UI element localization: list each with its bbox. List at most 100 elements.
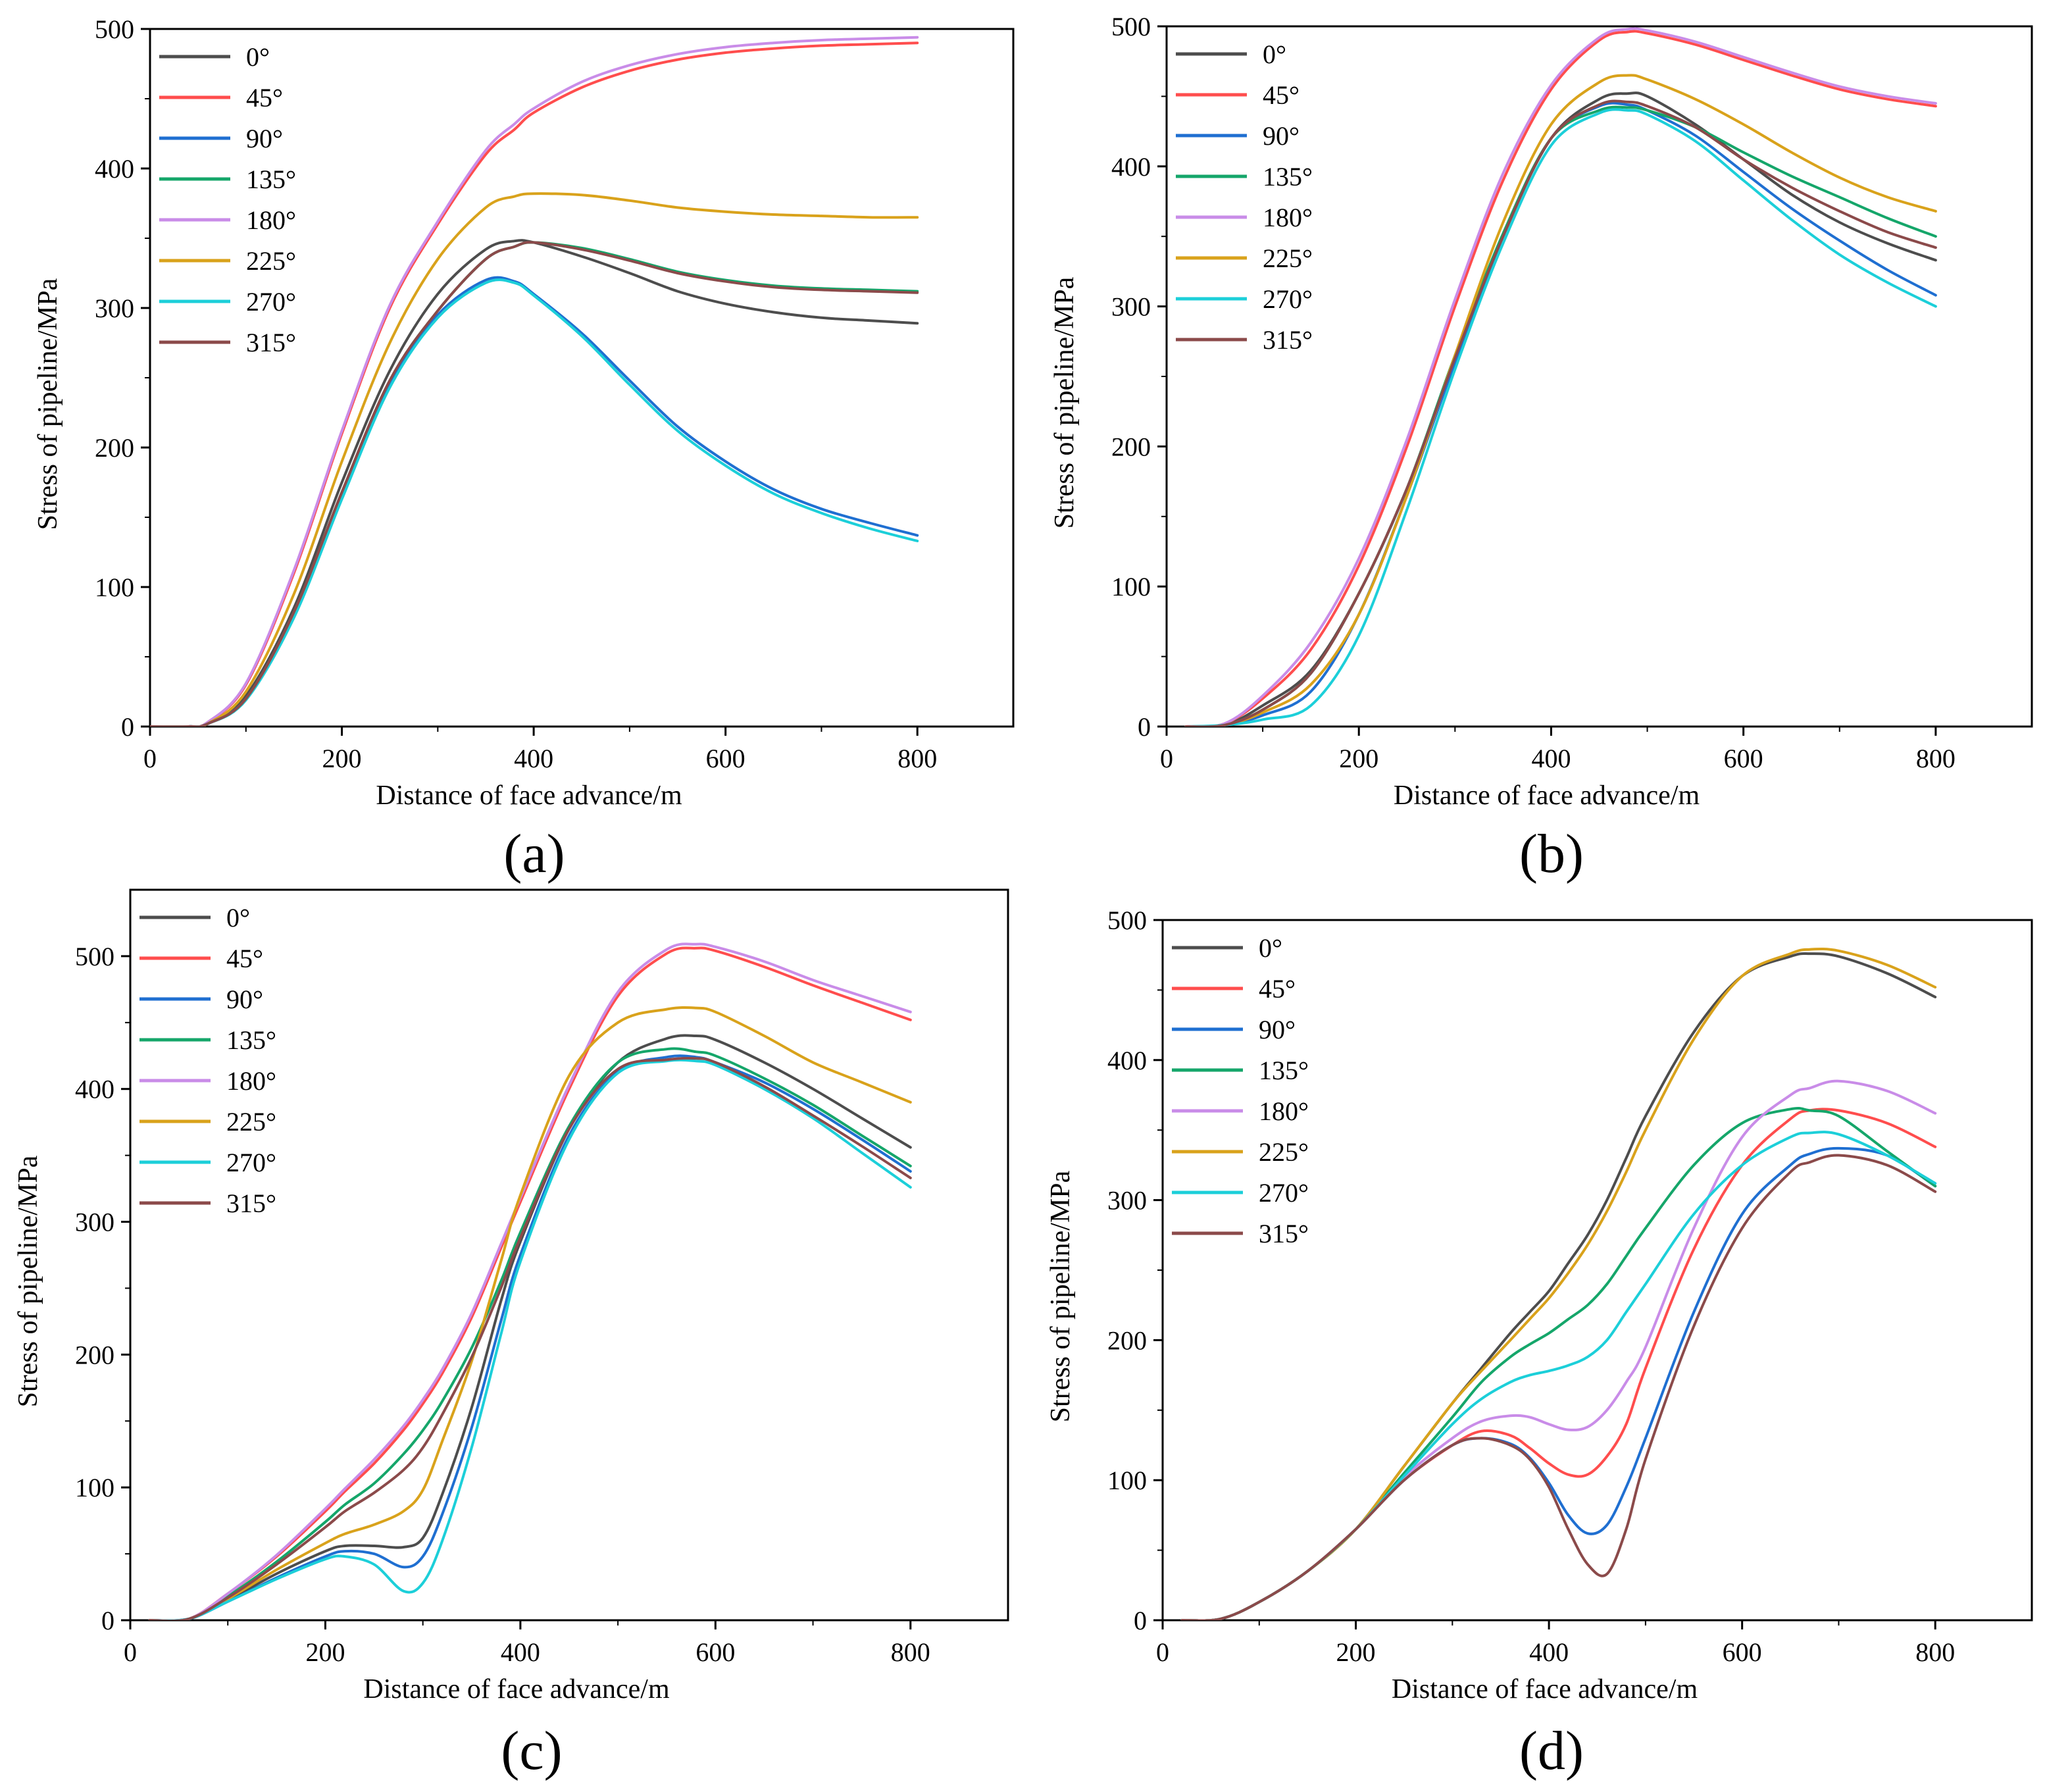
series-line-3 xyxy=(148,1047,912,1620)
y-tick-label: 300 xyxy=(75,1208,114,1237)
x-axis-title: Distance of face advance/m xyxy=(363,1674,670,1704)
y-axis-title: Stress of pipeline/MPa xyxy=(33,278,63,530)
legend-entry: 135° xyxy=(226,1025,276,1055)
legend-entry: 135° xyxy=(1263,162,1313,192)
y-tick-label: 200 xyxy=(1111,432,1151,461)
y-tick-label: 500 xyxy=(75,942,114,971)
x-tick-label: 0 xyxy=(1156,1637,1169,1667)
legend-entry: 45° xyxy=(226,944,263,973)
y-axis-title: Stress of pipeline/MPa xyxy=(1049,276,1080,528)
legend-entry: 90° xyxy=(1263,121,1300,151)
legend: 0° 45° 90° 135° 180° 225° 270° 315° xyxy=(139,903,276,1218)
legend-entry: 180° xyxy=(226,1066,276,1096)
y-tick-label: 500 xyxy=(1107,906,1147,935)
panel-label: (b) xyxy=(1519,823,1584,884)
legend-entry: 315° xyxy=(226,1189,276,1218)
series-line-7 xyxy=(148,1056,912,1620)
series-line-7 xyxy=(150,241,919,727)
x-tick-label: 400 xyxy=(1531,744,1571,773)
series-line-1 xyxy=(148,946,912,1620)
x-tick-label: 800 xyxy=(1915,1637,1955,1667)
x-tick-label: 800 xyxy=(897,744,937,773)
y-tick-label: 300 xyxy=(1107,1186,1147,1216)
x-axis-title: Distance of face advance/m xyxy=(376,781,682,811)
legend-entry: 270° xyxy=(1263,284,1313,314)
x-tick-label: 400 xyxy=(514,744,553,773)
y-tick-label: 500 xyxy=(1111,12,1151,41)
x-tick-label: 800 xyxy=(891,1637,930,1667)
chart-panel-3: 0 200 400 600 800 0 100 200 300 400 500 Distance of… xyxy=(13,888,1009,1781)
y-tick-label: 0 xyxy=(121,712,134,742)
legend-entry: 180° xyxy=(1263,203,1313,232)
series-line-6 xyxy=(150,278,919,727)
panel-label: (c) xyxy=(501,1720,562,1781)
y-axis-title: Stress of pipeline/MPa xyxy=(1046,1170,1076,1422)
legend-entry: 270° xyxy=(226,1148,276,1177)
x-tick-label: 600 xyxy=(1723,1637,1762,1667)
y-tick-label: 200 xyxy=(1107,1325,1147,1355)
y-tick-label: 100 xyxy=(75,1473,114,1502)
series-line-2 xyxy=(148,1054,912,1620)
legend-entry: 90° xyxy=(1259,1015,1296,1044)
x-tick-label: 600 xyxy=(695,1637,735,1667)
x-tick-label: 200 xyxy=(1339,744,1378,773)
x-tick-label: 200 xyxy=(305,1637,345,1667)
x-tick-label: 0 xyxy=(143,744,157,773)
legend-entry: 225° xyxy=(1263,243,1313,273)
legend-entry: 270° xyxy=(1259,1178,1309,1208)
series-lines xyxy=(148,942,912,1620)
legend-entry: 315° xyxy=(246,328,296,357)
series-line-5 xyxy=(150,192,919,727)
y-tick-label: 100 xyxy=(1111,572,1151,602)
panel-label: (a) xyxy=(503,823,565,884)
series-line-0 xyxy=(148,1034,912,1620)
series-lines xyxy=(1180,948,1937,1620)
chart-panel-2: 0 200 400 600 800 0 100 200 300 400 500 Distance of… xyxy=(1049,12,2033,884)
legend: 0° 45° 90° 135° 180° 225° 270° 315° xyxy=(1176,39,1313,355)
chart-panel-4: 0 200 400 600 800 0 100 200 300 400 500 Distance of… xyxy=(1046,906,2033,1781)
legend-entry: 45° xyxy=(1259,974,1296,1004)
legend-entry: 270° xyxy=(246,287,296,317)
x-tick-label: 200 xyxy=(1336,1637,1376,1667)
series-line-4 xyxy=(148,942,912,1620)
x-tick-label: 0 xyxy=(124,1637,137,1667)
legend-entry: 45° xyxy=(246,83,283,113)
legend-entry: 135° xyxy=(1259,1056,1309,1085)
series-line-4 xyxy=(150,36,919,727)
legend-entry: 180° xyxy=(1259,1096,1309,1126)
series-lines xyxy=(1184,27,1937,727)
x-tick-label: 400 xyxy=(1529,1637,1569,1667)
y-tick-label: 400 xyxy=(75,1075,114,1104)
y-tick-label: 100 xyxy=(1107,1466,1147,1495)
series-line-4 xyxy=(1184,27,1937,727)
x-tick-label: 0 xyxy=(1160,744,1173,773)
x-tick-label: 800 xyxy=(1916,744,1956,773)
plot-frame xyxy=(129,888,1009,1622)
y-tick-label: 200 xyxy=(95,433,134,463)
legend-entry: 315° xyxy=(1259,1219,1309,1248)
y-axis-title: Stress of pipeline/MPa xyxy=(13,1155,43,1407)
y-tick-label: 400 xyxy=(95,154,134,184)
legend-entry: 225° xyxy=(226,1107,276,1137)
y-tick-label: 400 xyxy=(1111,152,1151,182)
x-axis-title: Distance of face advance/m xyxy=(1392,1674,1698,1704)
legend-entry: 0° xyxy=(226,903,250,933)
series-line-0 xyxy=(150,239,919,727)
series-line-5 xyxy=(148,1006,912,1620)
legend-entry: 225° xyxy=(246,246,296,276)
x-axis-title: Distance of face advance/m xyxy=(1394,781,1700,811)
y-tick-label: 300 xyxy=(1111,292,1151,322)
series-line-7 xyxy=(1180,1154,1937,1620)
x-tick-label: 400 xyxy=(501,1637,540,1667)
legend-entry: 180° xyxy=(246,205,296,235)
legend-entry: 0° xyxy=(246,42,270,72)
panel-label: (d) xyxy=(1519,1720,1584,1781)
legend-entry: 315° xyxy=(1263,325,1313,355)
legend-entry: 90° xyxy=(226,985,263,1014)
legend: 0° 45° 90° 135° 180° 225° 270° 315° xyxy=(1172,933,1309,1248)
y-tick-label: 0 xyxy=(101,1606,114,1635)
legend-entry: 0° xyxy=(1259,933,1282,963)
series-line-6 xyxy=(1184,108,1937,727)
